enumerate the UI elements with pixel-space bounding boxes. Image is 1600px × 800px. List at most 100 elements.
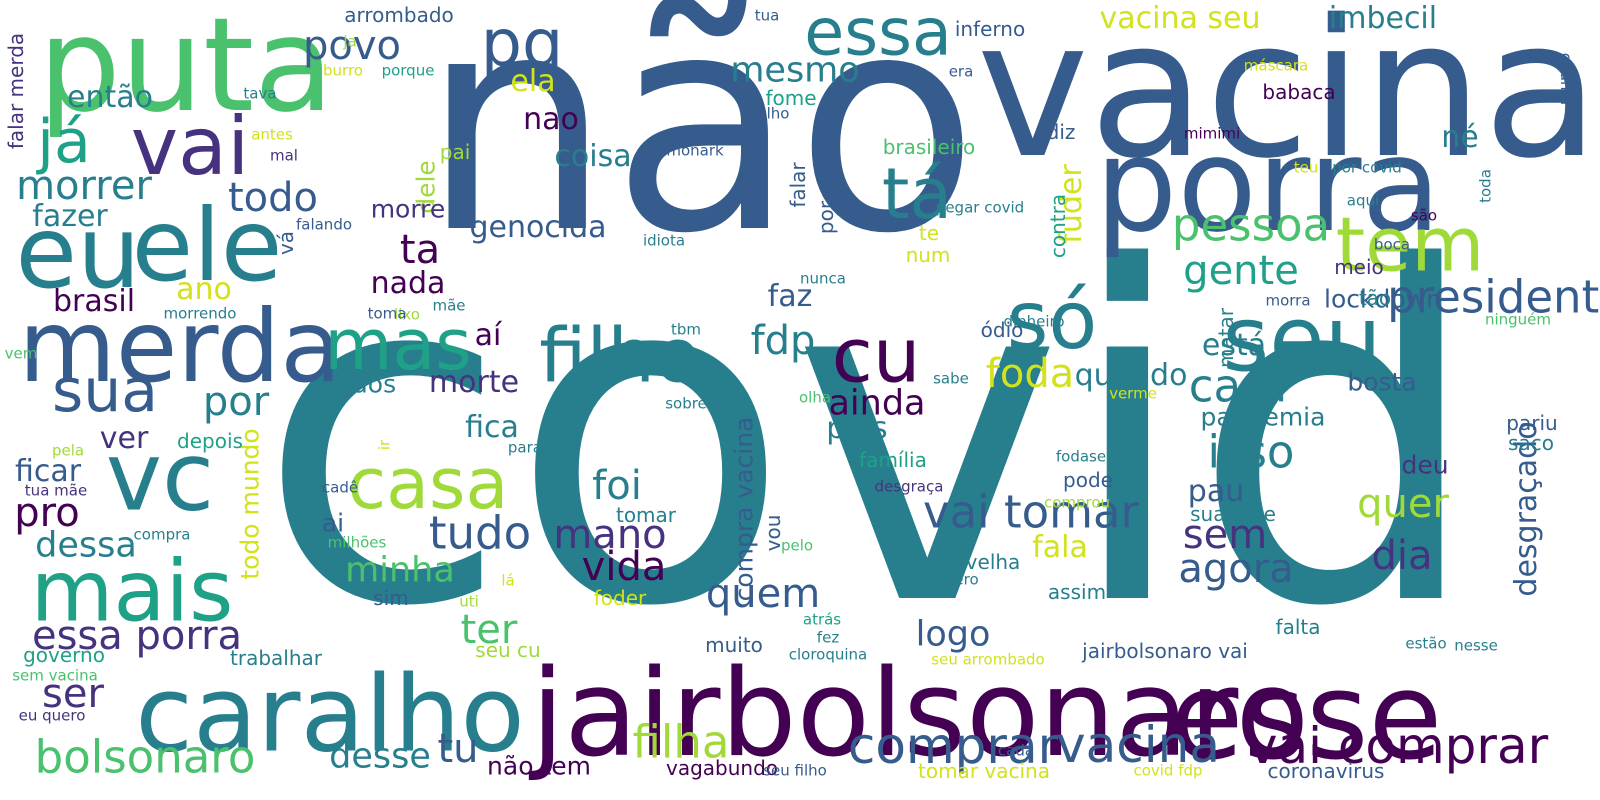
cloud-word: brasileiro xyxy=(882,135,976,159)
cloud-word: meio xyxy=(1334,255,1384,279)
cloud-word: falta xyxy=(1275,615,1321,639)
cloud-word: tu xyxy=(437,726,479,772)
cloud-word: vc xyxy=(105,422,215,533)
cloud-word: jairbolsonaro vai xyxy=(1082,639,1248,663)
cloud-word: nao xyxy=(523,102,579,137)
cloud-word: esse xyxy=(1169,648,1443,787)
cloud-word: mano xyxy=(553,512,667,558)
cloud-word: porra xyxy=(1094,109,1442,261)
cloud-word: minha xyxy=(345,550,455,591)
cloud-word: brasil xyxy=(52,284,136,319)
cloud-word: seu arrombado xyxy=(931,650,1045,669)
cloud-word: tua mãe xyxy=(24,481,88,500)
cloud-word: ele xyxy=(131,187,283,304)
cloud-word: inferno xyxy=(954,17,1026,41)
cloud-word: ta xyxy=(399,227,441,273)
cloud-word: mas xyxy=(324,304,472,386)
cloud-word: todo xyxy=(227,175,319,221)
cloud-word: trabalhar xyxy=(230,646,322,670)
cloud-word: pode xyxy=(1063,468,1113,492)
cloud-word: sua mãe xyxy=(1190,502,1276,526)
cloud-word: sim xyxy=(373,586,409,610)
cloud-word: uti xyxy=(459,592,479,611)
cloud-word: fala xyxy=(1032,530,1088,565)
cloud-word: eu xyxy=(15,194,141,311)
cloud-word: família xyxy=(859,448,927,472)
cloud-word: falar merda xyxy=(4,32,28,150)
cloud-word: seu filho xyxy=(763,761,827,780)
cloud-word: povo xyxy=(302,23,402,69)
cloud-word: fazer xyxy=(32,199,108,234)
cloud-word: quem xyxy=(705,571,821,617)
cloud-word: imbecil xyxy=(1328,1,1438,36)
cloud-word: gente xyxy=(1183,248,1299,294)
cloud-word: vida xyxy=(581,544,667,590)
cloud-word: fdp xyxy=(750,318,816,364)
cloud-word: vem xyxy=(4,344,38,363)
cloud-word: eu quero xyxy=(18,706,86,725)
cloud-word: verme xyxy=(1109,384,1157,403)
cloud-word: caralho xyxy=(135,653,525,776)
cloud-word: era xyxy=(948,62,974,81)
cloud-word: milhões xyxy=(327,533,387,552)
cloud-word: não xyxy=(421,0,979,299)
cloud-word: foi xyxy=(592,463,642,509)
cloud-word: máscara xyxy=(1243,56,1309,75)
cloud-word: dinheiro xyxy=(1003,312,1065,331)
cloud-word: vacina xyxy=(976,0,1600,200)
cloud-word: por causa xyxy=(814,135,838,235)
cloud-word: covid xyxy=(256,172,1484,707)
cloud-word: depois xyxy=(177,429,243,453)
cloud-word: por xyxy=(202,379,270,425)
cloud-word: muito xyxy=(705,633,763,657)
cloud-word: idiota xyxy=(642,231,686,250)
cloud-word: quando xyxy=(1074,358,1188,393)
cloud-word: desse xyxy=(329,736,431,777)
cloud-word: boca xyxy=(1373,235,1411,254)
cloud-word: parar xyxy=(507,438,549,457)
cloud-word: fodase xyxy=(1055,447,1107,466)
cloud-word: tbm xyxy=(670,320,702,339)
cloud-word: lockdown xyxy=(1324,284,1442,314)
cloud-word: mal xyxy=(270,146,298,165)
cloud-word: sobre xyxy=(665,394,707,413)
cloud-word: lixo xyxy=(394,305,420,324)
cloud-word: essa xyxy=(804,0,952,71)
cloud-word: vai xyxy=(130,100,250,193)
cloud-word: dessa xyxy=(35,525,137,566)
cloud-word: pela xyxy=(51,441,85,460)
cloud-word: essa porra xyxy=(31,613,243,659)
cloud-word: ir xyxy=(375,439,394,451)
cloud-word: sem xyxy=(1182,512,1268,558)
cloud-word: merda xyxy=(18,288,342,405)
cloud-word: lá xyxy=(501,571,515,590)
cloud-word: tudo xyxy=(428,506,532,560)
cloud-word: filho xyxy=(539,311,701,400)
cloud-word: num xyxy=(905,243,951,267)
cloud-word: antes xyxy=(251,125,293,144)
cloud-word: pessoa xyxy=(1171,198,1331,252)
cloud-word: pau xyxy=(1187,474,1245,509)
cloud-word: vai tomar xyxy=(922,485,1140,539)
cloud-word: deu xyxy=(1401,450,1449,480)
cloud-word: seu cu xyxy=(475,638,541,662)
cloud-word: ai xyxy=(321,508,345,538)
cloud-word: tomar xyxy=(615,503,677,527)
cloud-word: tão xyxy=(1358,286,1392,310)
cloud-word: ninguém xyxy=(1484,310,1552,329)
cloud-word: foder xyxy=(593,586,647,610)
cloud-word: então xyxy=(67,80,153,115)
cloud-word: coronavirus xyxy=(1267,759,1385,783)
cloud-word: tá xyxy=(881,153,953,235)
cloud-word: pelo xyxy=(780,536,814,555)
cloud-word: puta xyxy=(38,0,334,141)
cloud-word: morre xyxy=(370,194,446,224)
cloud-word: pariu xyxy=(1506,411,1558,435)
cloud-word: ano xyxy=(176,272,232,307)
cloud-word: porque xyxy=(381,61,435,80)
cloud-word: compra vacina xyxy=(729,416,759,602)
cloud-word: tava xyxy=(243,84,277,103)
cloud-word: teu xyxy=(1293,158,1319,177)
cloud-word: vagabundo xyxy=(665,756,779,780)
cloud-word: morrendo xyxy=(163,304,237,323)
